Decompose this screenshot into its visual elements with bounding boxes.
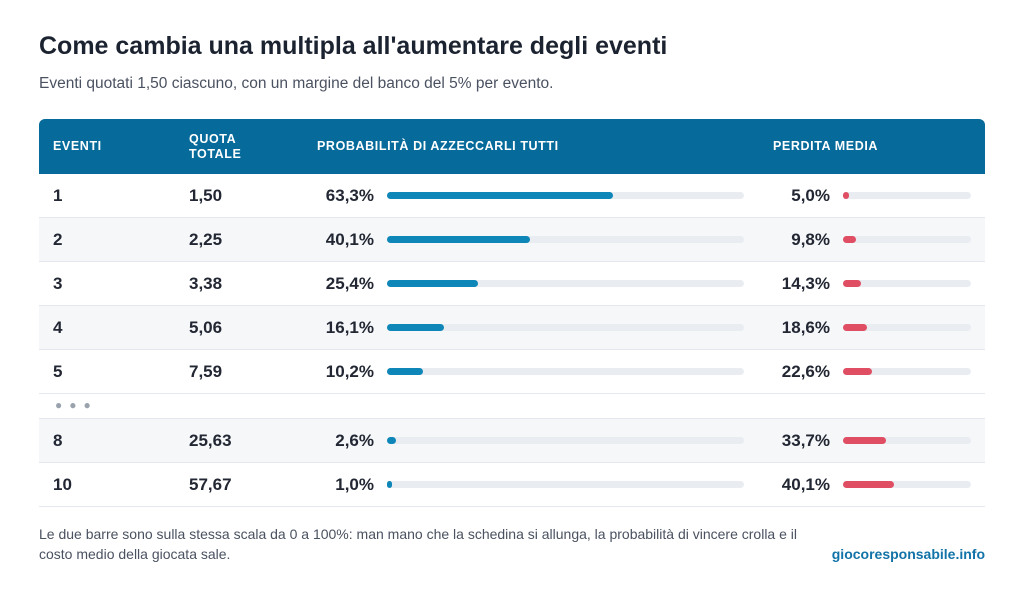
probability-bar (387, 192, 613, 199)
column-header-probability: PROBABILITÀ DI AZZECCARLI TUTTI (317, 139, 559, 153)
chart-title: Come cambia una multipla all'aumentare d… (39, 32, 668, 60)
probability-bar-track (387, 280, 744, 287)
probability-label: 1,0% (335, 475, 374, 494)
loss-bar (843, 368, 872, 375)
events-cell: 10 (53, 475, 72, 494)
odds-cell: 5,06 (189, 318, 223, 337)
probability-bar-track (387, 192, 744, 199)
loss-bar (843, 192, 850, 199)
probability-label: 10,2% (325, 362, 374, 381)
events-cell: 5 (53, 362, 63, 381)
loss-label: 5,0% (791, 186, 830, 205)
source-label: giocoresponsabile.info (831, 546, 985, 562)
loss-bar (843, 437, 887, 444)
table-row: 4 5,06 16,1% 18,6% (39, 306, 985, 350)
table-row: 3 3,38 25,4% 14,3% (39, 262, 985, 306)
chart-subtitle: Eventi quotati 1,50 ciascuno, con un mar… (39, 75, 554, 92)
column-header-events: EVENTI (53, 139, 102, 153)
ellipsis-dots: ●●● (55, 398, 98, 412)
probability-bar-track (387, 481, 744, 488)
odds-cell: 3,38 (189, 274, 223, 293)
ellipsis-row: ●●● (39, 394, 985, 419)
odds-cell: 1,50 (189, 186, 223, 205)
footnote: Le due barre sono sulla stessa scala da … (39, 526, 798, 562)
probability-label: 2,6% (335, 431, 374, 450)
probability-bar-track (387, 324, 744, 331)
probability-bar-track (387, 368, 744, 375)
table-row: 5 7,59 10,2% 22,6% (39, 350, 985, 394)
odds-cell: 7,59 (189, 362, 223, 381)
loss-label: 22,6% (781, 362, 830, 381)
loss-bar-track (843, 481, 971, 488)
probability-bar-track (387, 437, 744, 444)
loss-label: 9,8% (791, 230, 830, 249)
loss-label: 33,7% (781, 431, 830, 450)
probability-bar (387, 324, 445, 331)
probability-label: 40,1% (325, 230, 374, 249)
probability-label: 16,1% (325, 318, 374, 337)
loss-bar-track (843, 192, 971, 199)
events-cell: 4 (53, 318, 63, 337)
probability-bar (387, 236, 531, 243)
loss-bar-track (843, 324, 971, 331)
events-cell: 3 (53, 274, 63, 293)
loss-label: 14,3% (781, 274, 830, 293)
loss-bar-track (843, 368, 971, 375)
column-header-loss: PERDITA MEDIA (773, 139, 879, 153)
loss-bar (843, 280, 862, 287)
probability-bar (387, 368, 424, 375)
odds-cell: 25,63 (189, 431, 232, 450)
probability-bar (387, 280, 478, 287)
column-header-odds: QUOTA TOTALE (189, 132, 242, 161)
table-row: 10 57,67 1,0% 40,1% (39, 463, 985, 507)
probability-label: 63,3% (325, 186, 374, 205)
events-cell: 1 (53, 186, 63, 205)
probability-bar (387, 437, 397, 444)
loss-bar (843, 324, 867, 331)
loss-label: 18,6% (781, 318, 830, 337)
loss-label: 40,1% (781, 475, 830, 494)
multiple-bet-table: EVENTI QUOTA TOTALE PROBABILITÀ DI AZZEC… (39, 119, 985, 507)
loss-bar (843, 236, 856, 243)
table-row: 1 1,50 63,3% 5,0% (39, 174, 985, 218)
events-cell: 8 (53, 431, 63, 450)
loss-bar (843, 481, 895, 488)
table-body: 1 1,50 63,3% 5,0% 2 2,25 40,1% 9,8% 3 3,38 25,4% 14… (39, 174, 985, 507)
odds-cell: 57,67 (189, 475, 232, 494)
table-row: 8 25,63 2,6% 33,7% (39, 419, 985, 463)
loss-bar-track (843, 437, 971, 444)
loss-bar-track (843, 280, 971, 287)
probability-bar-track (387, 236, 744, 243)
events-cell: 2 (53, 230, 63, 249)
loss-bar-track (843, 236, 971, 243)
probability-label: 25,4% (325, 274, 374, 293)
probability-bar (387, 481, 392, 488)
odds-cell: 2,25 (189, 230, 223, 249)
table-header: EVENTI QUOTA TOTALE PROBABILITÀ DI AZZEC… (39, 119, 985, 174)
table-row: 2 2,25 40,1% 9,8% (39, 218, 985, 262)
